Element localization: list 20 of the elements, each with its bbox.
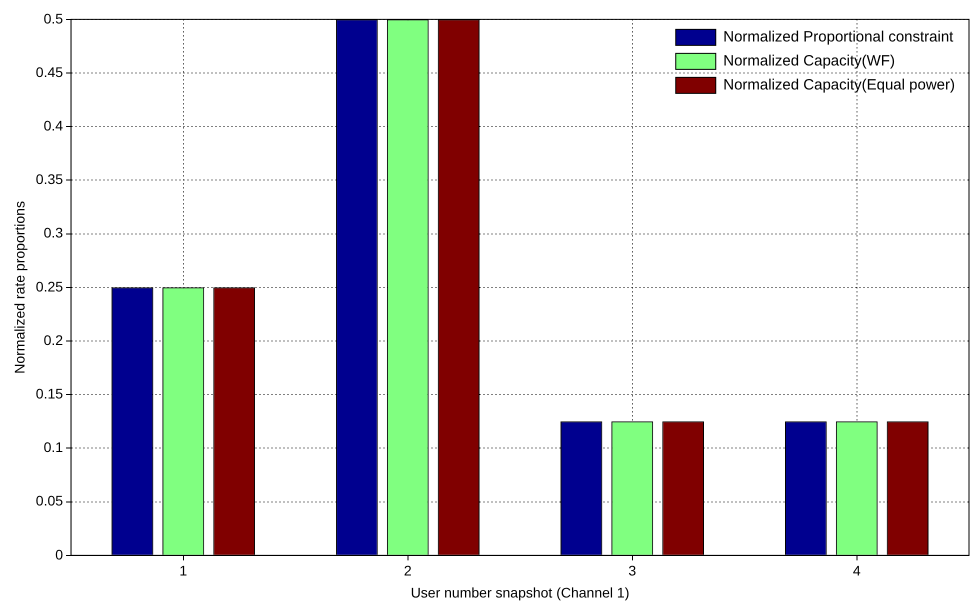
x-tick-label: 1 bbox=[179, 562, 188, 579]
legend-label: Normalized Proportional constraint bbox=[723, 28, 954, 46]
x-tick-label: 2 bbox=[404, 562, 412, 579]
legend-label: Normalized Capacity(WF) bbox=[723, 52, 895, 70]
x-tick-label: 3 bbox=[628, 562, 636, 579]
y-tick-label: 0.3 bbox=[44, 224, 64, 241]
y-tick-label: 0.2 bbox=[44, 332, 64, 348]
y-tick-label: 0.1 bbox=[44, 439, 64, 456]
y-tick-label: 0.5 bbox=[44, 10, 64, 26]
y-tick-label: 0.4 bbox=[44, 117, 64, 134]
y-tick-label: 0.25 bbox=[36, 278, 64, 294]
y-axis-title: Normalized rate proportions bbox=[11, 201, 28, 374]
y-tick-label: 0.45 bbox=[36, 64, 64, 80]
y-tick-label: 0.15 bbox=[36, 385, 64, 402]
legend-label: Normalized Capacity(Equal power) bbox=[723, 76, 956, 94]
y-tick-label: 0.05 bbox=[36, 492, 64, 509]
x-tick-label: 4 bbox=[852, 562, 861, 579]
y-tick-label: 0 bbox=[55, 546, 64, 562]
y-tick-label: 0.35 bbox=[36, 171, 64, 188]
x-axis-title: User number snapshot (Channel 1) bbox=[410, 584, 630, 600]
